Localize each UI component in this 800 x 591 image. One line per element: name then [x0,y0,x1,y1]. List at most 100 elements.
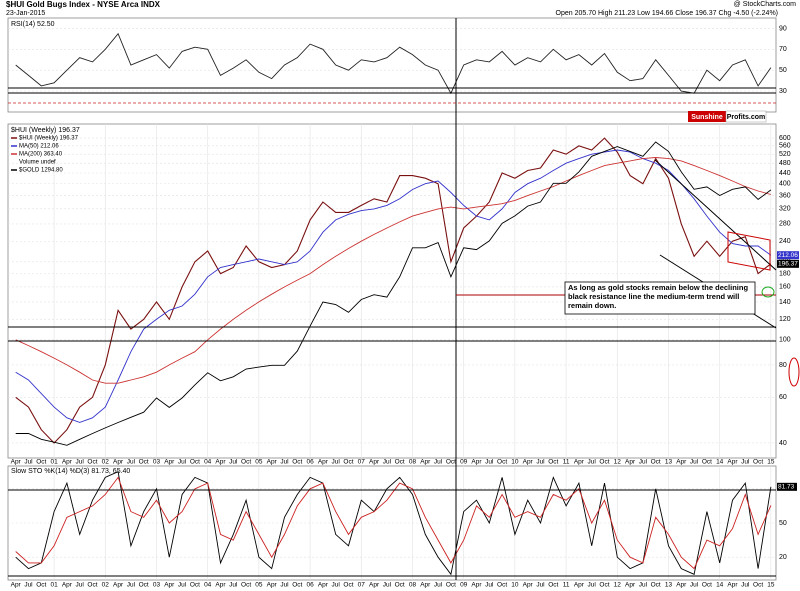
x-tick-label: Oct [446,582,456,589]
x-tick-label: Oct [139,459,149,466]
x-tick-label: Oct [497,582,507,589]
annotation-box [564,281,756,315]
x-tick-label: Jul [178,582,187,589]
x-tick-label: Oct [753,459,763,466]
x-tick-label: Jul [24,582,33,589]
y-tick-label: 440 [779,170,791,177]
x-tick-label: Apr [523,582,534,589]
x-tick-label: Apr [318,459,329,466]
x-tick-label: Oct [651,582,661,589]
legend-label: Volume undef [19,160,56,166]
x-tick-label: 04 [204,459,212,466]
value-label: 81.73 [778,484,795,491]
x-tick-label: 06 [306,582,314,589]
x-tick-label: Oct [190,582,200,589]
y-tick-label: 50 [779,520,787,527]
x-tick-label: Oct [395,582,405,589]
chart-title: $HUI Gold Bugs Index - NYSE Arca INDX [6,0,161,9]
x-tick-label: Oct [292,459,302,466]
x-tick-label: Jul [434,582,443,589]
y-tick-label: 70 [779,46,787,53]
x-tick-label: Jul [690,582,699,589]
series-line [15,32,772,95]
x-tick-label: Jul [639,459,648,466]
series-line [15,141,772,446]
y-tick-label: 480 [779,160,791,167]
x-tick-label: 05 [255,582,263,589]
x-tick-label: Apr [523,459,534,466]
series-line [15,157,772,384]
series-line [15,471,772,576]
legend-label: $GOLD 1294.80 [19,168,63,174]
x-tick-label: 01 [50,582,58,589]
y-tick-label: 100 [779,337,791,344]
x-tick-label: Apr [471,582,482,589]
x-tick-label: Jul [434,459,443,466]
legend-label: $HUI (Weekly) 196.37 [19,136,79,142]
value-label: 212.06 [778,252,798,259]
x-tick-label: Jul [485,459,494,466]
y-tick-label: 400 [779,181,791,188]
y-tick-label: 60 [779,394,787,401]
value-box [777,482,797,491]
x-tick-label: Apr [625,459,636,466]
x-tick-label: Oct [36,582,46,589]
x-tick-label: Jul [690,459,699,466]
x-tick-label: 10 [511,582,519,589]
x-tick-label: Jul [127,582,136,589]
x-tick-label: 11 [563,459,570,466]
legend-label: MA(200) 363.40 [19,152,63,158]
x-tick-label: 05 [255,459,263,466]
x-tick-label: 15 [767,582,775,589]
x-tick-label: Apr [164,459,175,466]
x-tick-label: Jul [280,459,289,466]
x-tick-label: Oct [241,459,251,466]
x-tick-label: Apr [11,582,22,589]
y-tick-label: 180 [779,270,791,277]
y-tick-label: 520 [779,151,791,158]
x-tick-label: Oct [548,582,558,589]
x-tick-label: Oct [702,459,712,466]
annotations-layer: Sunshine Profits.com [8,18,800,580]
y-tick-label: 320 [779,206,791,213]
x-tick-label: Oct [87,459,97,466]
x-tick-label: Jul [229,582,238,589]
x-tick-label: Jul [536,582,545,589]
y-tick-label: 280 [779,221,791,228]
x-tick-label: Apr [11,459,22,466]
x-tick-label: Oct [241,582,251,589]
x-tick-label: Jul [536,459,545,466]
logo: Sunshine [691,114,723,121]
value-box [777,259,799,268]
x-tick-label: 01 [50,459,58,466]
x-tick-label: Jul [588,459,597,466]
resistance-line [654,159,777,271]
x-tick-label: 10 [511,459,519,466]
x-tick-label: Oct [702,582,712,589]
x-tick-label: 04 [204,582,212,589]
y-tick-label: 600 [779,135,791,142]
highlight [788,357,800,387]
x-tick-label: Apr [420,582,431,589]
x-tick-label: Apr [625,582,636,589]
x-tick-label: 11 [563,582,570,589]
x-tick-label: Oct [497,459,507,466]
x-tick-label: Apr [420,459,431,466]
y-tick-label: 360 [779,192,791,199]
x-tick-label: 08 [409,459,417,466]
y-tick-label: 80 [779,362,787,369]
x-tick-label: 03 [153,582,161,589]
highlight [761,286,775,298]
x-tick-label: Oct [599,582,609,589]
y-tick-label: 50 [779,67,787,74]
panel-layer [8,28,776,95]
x-tick-label: Apr [62,459,73,466]
x-tick-label: Apr [267,459,278,466]
y-tick-label: 20 [779,554,787,561]
x-tick-label: Apr [471,459,482,466]
x-tick-label: Jul [24,459,33,466]
x-tick-label: Apr [676,582,687,589]
x-tick-label: 08 [409,582,417,589]
x-tick-label: Oct [36,459,46,466]
